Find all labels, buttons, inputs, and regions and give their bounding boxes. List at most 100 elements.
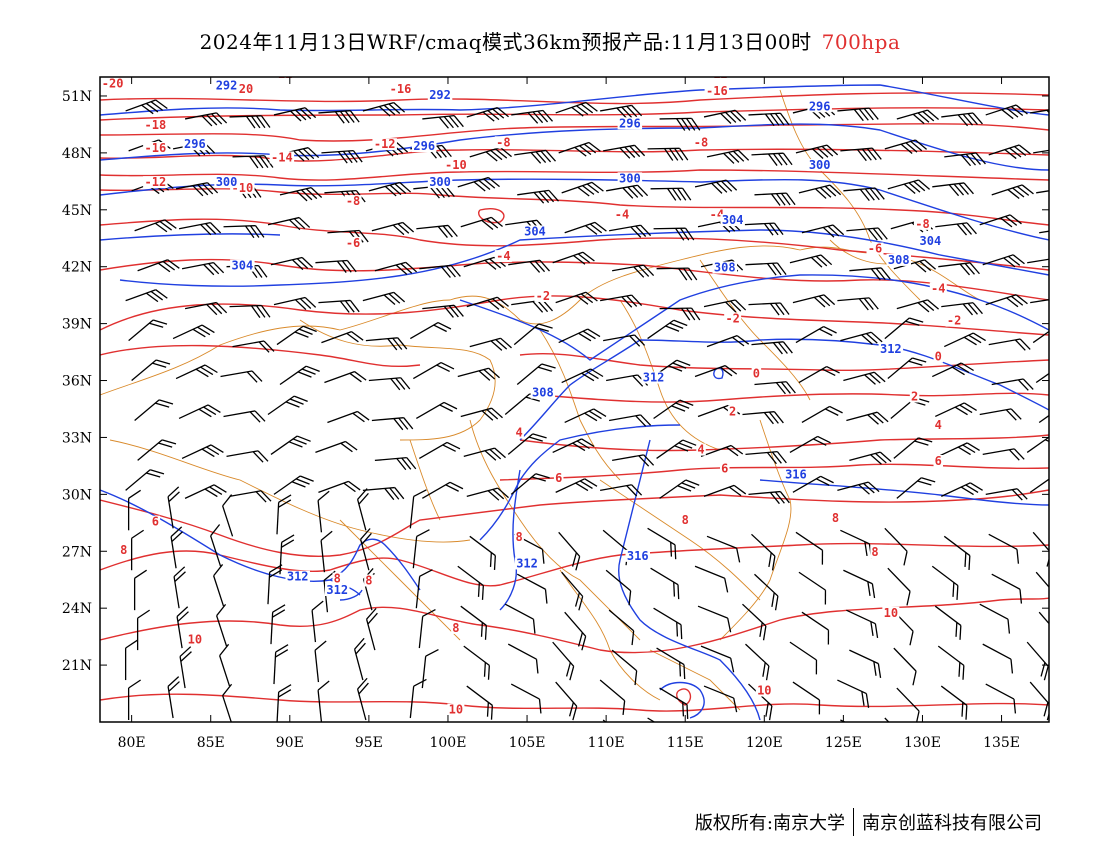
wind-barb bbox=[795, 144, 839, 159]
wind-barb bbox=[564, 611, 587, 651]
y-tick-label: 48N bbox=[62, 146, 92, 162]
wind-barb bbox=[896, 477, 936, 499]
wind-barb bbox=[938, 262, 980, 276]
wind-barb bbox=[229, 304, 271, 318]
wind-barb bbox=[416, 401, 458, 420]
geopotential-label: 308 bbox=[888, 253, 910, 267]
wind-barb bbox=[837, 481, 880, 495]
wind-barb bbox=[991, 573, 1023, 604]
wind-barb bbox=[276, 684, 292, 722]
temperature-label: -16 bbox=[390, 82, 412, 96]
wind-barb bbox=[555, 101, 598, 117]
wind-barb bbox=[469, 535, 496, 570]
geopotential-label: 300 bbox=[216, 175, 238, 189]
y-tick-label: 21N bbox=[62, 658, 92, 674]
wind-barb bbox=[220, 370, 263, 383]
wind-barb bbox=[125, 289, 168, 303]
geopotential-label: 304 bbox=[232, 259, 254, 273]
wind-barb bbox=[507, 433, 547, 455]
wind-barb bbox=[564, 408, 607, 424]
temperature-label: -16 bbox=[145, 141, 167, 155]
geopotential-label: 312 bbox=[516, 556, 538, 570]
wind-barb bbox=[421, 648, 439, 689]
wind-barb bbox=[359, 528, 372, 571]
wind-barb bbox=[988, 338, 1031, 351]
wind-barb bbox=[321, 331, 364, 344]
wind-barb bbox=[558, 141, 601, 157]
wind-barb bbox=[896, 299, 940, 313]
wind-barb bbox=[552, 251, 595, 265]
wind-barb bbox=[1032, 323, 1049, 344]
footer-separator bbox=[853, 808, 854, 836]
wind-barb bbox=[801, 611, 830, 645]
wind-barb bbox=[703, 726, 745, 752]
wind-barb bbox=[279, 534, 295, 575]
temperature-label-bg bbox=[118, 544, 129, 557]
temperature-label-bg bbox=[720, 462, 730, 475]
wind-barb bbox=[181, 444, 224, 460]
x-tick-label: 110E bbox=[588, 735, 625, 751]
wind-barb bbox=[175, 364, 218, 380]
temperature-label-bg bbox=[751, 367, 762, 380]
y-tick-label: 30N bbox=[62, 487, 92, 503]
wind-barb bbox=[555, 681, 578, 721]
wind-barb bbox=[801, 405, 843, 424]
temperature-label: 8 bbox=[516, 530, 523, 544]
wind-barb bbox=[991, 378, 1034, 391]
wind-barb bbox=[937, 726, 976, 760]
geopotential-label: 312 bbox=[643, 371, 665, 385]
temperature-label: -10 bbox=[445, 158, 467, 172]
wind-barb bbox=[606, 184, 649, 199]
wind-barb bbox=[748, 490, 790, 505]
wind-barb bbox=[985, 488, 1028, 501]
x-tick-label: 120E bbox=[746, 735, 783, 751]
geopotential-label: 308 bbox=[714, 261, 736, 275]
geopotential-label: 312 bbox=[880, 342, 902, 356]
temperature-labels: -20-22-20-18-16-16-14-12 -10-12-10-8-8-6-… bbox=[100, 67, 963, 717]
wind-barb bbox=[1038, 403, 1049, 424]
wind-barb bbox=[700, 444, 744, 458]
wind-barb bbox=[125, 99, 168, 115]
copyright-footer: 版权所有:南京大学 南京创蓝科技有限公司 bbox=[695, 808, 1042, 836]
temperature-label-bg bbox=[269, 77, 295, 80]
wind-barb bbox=[318, 299, 360, 313]
wind-barb bbox=[840, 147, 882, 162]
wind-barb bbox=[362, 291, 406, 305]
wind-barb bbox=[130, 529, 144, 571]
wind-barb bbox=[653, 399, 694, 420]
temperature-label-bg bbox=[613, 208, 631, 221]
wind-barb bbox=[422, 304, 464, 318]
geopotential-label-bg bbox=[807, 159, 832, 172]
wind-barb bbox=[982, 448, 1025, 461]
wind-barb bbox=[988, 533, 1020, 564]
wind-barb bbox=[792, 475, 834, 493]
wind-barb bbox=[181, 261, 225, 276]
y-tick-label: 24N bbox=[62, 601, 92, 617]
wind-barb bbox=[419, 441, 461, 459]
x-tick-label: 115E bbox=[667, 735, 704, 751]
temperature-label: -8 bbox=[496, 135, 510, 149]
wind-barb bbox=[653, 607, 683, 640]
geopotential-label: 312 bbox=[643, 721, 665, 735]
temperature-label-bg bbox=[443, 159, 469, 172]
temperature-label: 8 bbox=[682, 513, 689, 527]
wind-barb bbox=[131, 359, 171, 382]
wind-barb bbox=[837, 679, 870, 708]
wind-barb bbox=[179, 646, 192, 689]
temperature-label: -12 bbox=[706, 67, 728, 81]
wind-barb bbox=[937, 645, 965, 680]
x-axis: 80E 85E 90E 95E 100E 105E 110E 115E 120E 125E 130E… bbox=[118, 77, 1020, 751]
wind-barb bbox=[229, 115, 271, 129]
geopotential-label: 304 bbox=[722, 213, 744, 227]
wind-barb bbox=[136, 609, 150, 651]
wind-barb bbox=[896, 109, 940, 125]
x-tick-label: 105E bbox=[509, 735, 546, 751]
wind-barb bbox=[457, 565, 484, 600]
wind-barb bbox=[213, 564, 225, 607]
temperature-label: 10 bbox=[757, 684, 771, 698]
temperature-label-bg bbox=[534, 289, 552, 302]
wind-barb bbox=[751, 152, 793, 166]
wind-barb bbox=[846, 227, 888, 241]
wind-barb bbox=[170, 526, 183, 569]
temperature-label: 0 bbox=[935, 350, 942, 364]
